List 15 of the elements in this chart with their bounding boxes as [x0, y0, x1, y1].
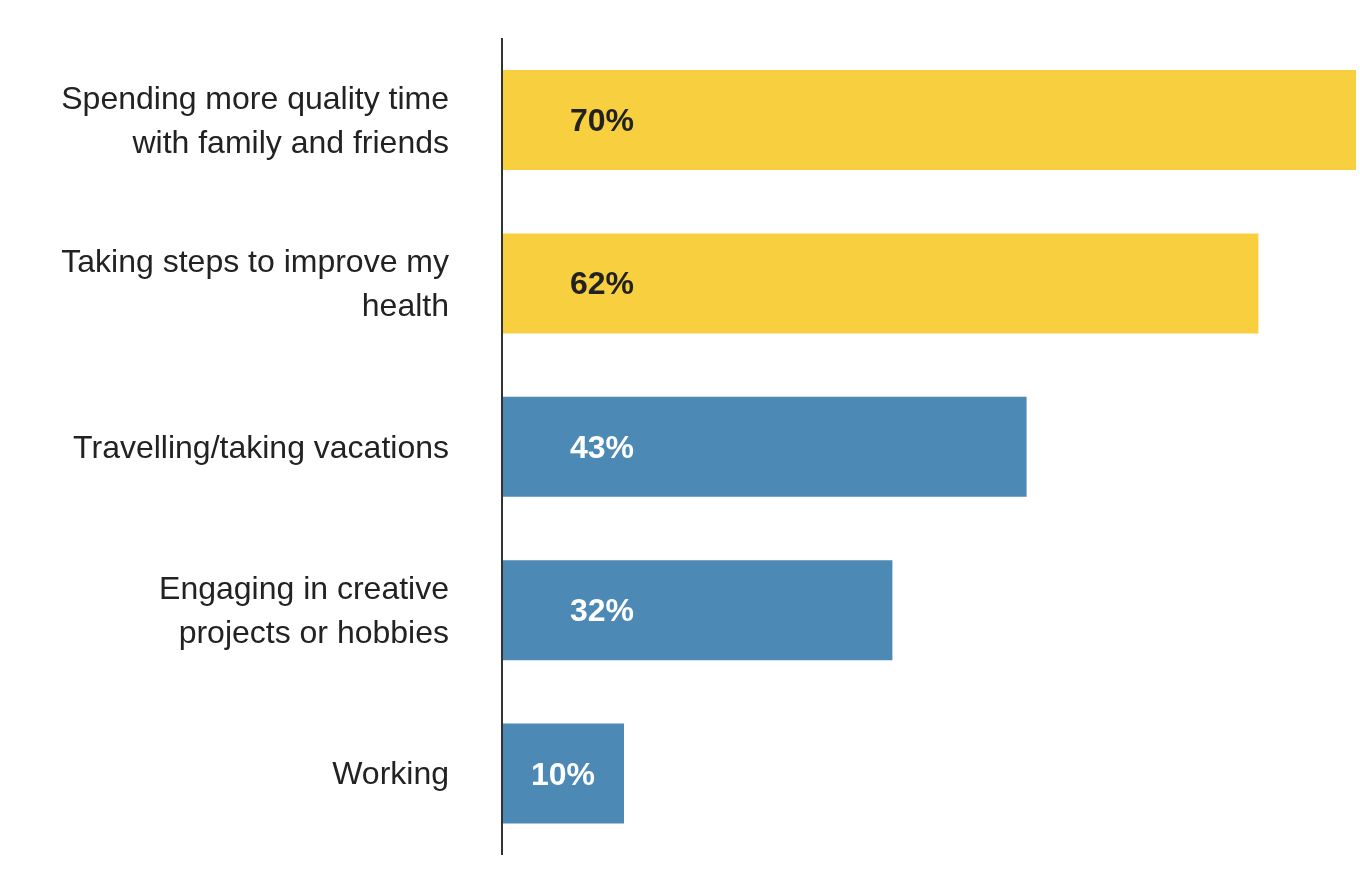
y-tick-label: Working [332, 755, 449, 792]
data-label: 43% [570, 428, 635, 465]
bar [502, 723, 624, 824]
y-tick-label: Spending more quality time with family and friends [61, 79, 449, 160]
data-label: 70% [570, 102, 635, 138]
bar [502, 560, 893, 661]
bar [502, 233, 1259, 334]
data-label: 10% [531, 755, 596, 792]
data-label: 62% [570, 265, 635, 302]
bar [502, 70, 1356, 170]
y-tick-label: Taking steps to improve my health [61, 243, 449, 324]
y-tick-label: Engaging in creative projects or hobbies [159, 569, 449, 650]
data-label: 32% [570, 592, 635, 629]
y-tick-label: Travelling/taking vacations [73, 428, 449, 465]
bar [502, 396, 1027, 497]
